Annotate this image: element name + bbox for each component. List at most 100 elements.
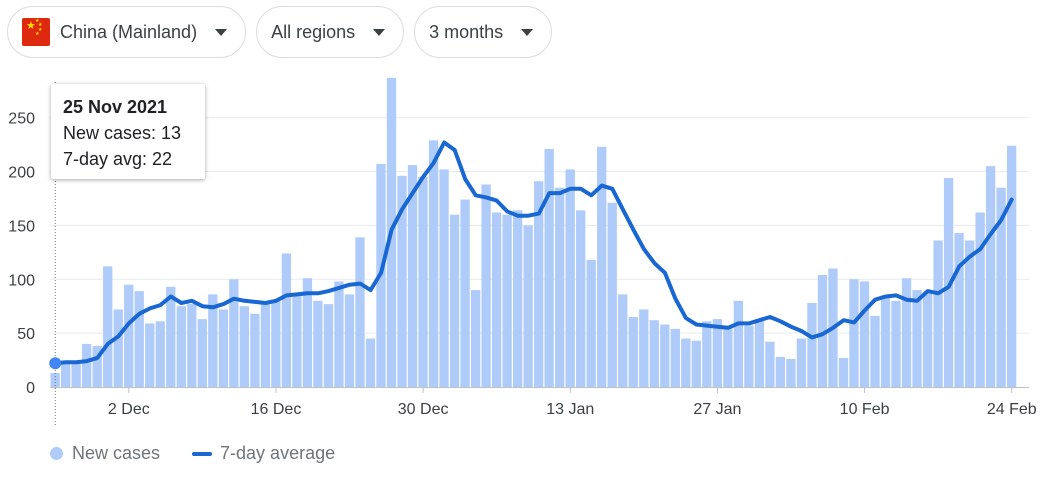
china-flag-icon: ★ ★ ★ ★ ★ (22, 18, 50, 46)
x-tick-label: 10 Feb (840, 401, 890, 418)
bar (218, 309, 228, 387)
bar (691, 340, 701, 387)
y-tick-label: 250 (8, 111, 35, 128)
bar (250, 313, 260, 387)
bar (82, 343, 92, 387)
bar (61, 363, 71, 387)
bar (733, 300, 744, 387)
bar (639, 309, 649, 387)
x-tick-label: 2 Dec (108, 401, 150, 418)
highlight-point (49, 357, 62, 370)
bar (355, 237, 365, 387)
y-tick-label: 100 (8, 272, 35, 289)
bar (996, 187, 1006, 387)
line-series (49, 140, 1014, 370)
region-dropdown-label: All regions (271, 21, 356, 42)
bar (512, 210, 523, 387)
chart-legend: New cases 7-day average (50, 443, 367, 464)
bar (985, 166, 996, 387)
x-axis: 2 Dec 16 Dec 30 Dec 13 Jan 27 Jan 10 Feb 24 Fe… (50, 82, 1037, 427)
chevron-down-icon (521, 28, 534, 36)
bar (1006, 145, 1017, 387)
x-tick-label: 30 Dec (398, 401, 449, 418)
bar (502, 214, 512, 387)
legend-line-icon (192, 451, 213, 456)
bar (954, 232, 964, 387)
bar (628, 316, 638, 387)
bar (765, 341, 775, 387)
chart-tooltip: 25 Nov 2021 New cases: 13 7-day avg: 22 (51, 84, 205, 179)
bar (166, 286, 176, 387)
bar (838, 357, 849, 387)
bar (670, 328, 680, 387)
avg-line (53, 140, 1014, 366)
bar (260, 301, 271, 387)
bar (880, 295, 891, 387)
bar (229, 279, 239, 387)
tooltip-new-cases: New cases: 13 (63, 123, 182, 143)
x-tick-label: 16 Dec (251, 401, 302, 418)
bar (176, 306, 186, 387)
bar (239, 306, 250, 387)
bar (302, 278, 313, 387)
legend-dot-icon (50, 447, 63, 460)
y-tick-label: 0 (26, 380, 35, 397)
bar (597, 146, 607, 387)
region-dropdown[interactable]: All regions (256, 6, 405, 58)
bar (292, 295, 302, 387)
bar (943, 178, 954, 387)
bar (786, 358, 796, 387)
bar (702, 321, 712, 387)
y-tick-label: 150 (8, 218, 35, 235)
period-dropdown[interactable]: 3 months (414, 6, 553, 58)
bar (607, 202, 617, 387)
bar (523, 225, 533, 387)
bar (565, 169, 575, 387)
y-tick-label: 50 (17, 326, 35, 343)
x-tick-label: 24 Feb (987, 401, 1037, 418)
bar (439, 169, 449, 387)
chevron-down-icon (215, 28, 228, 36)
bar (344, 294, 355, 387)
bar (796, 338, 807, 387)
legend-new-cases[interactable]: New cases (50, 443, 160, 464)
legend-avg-label: 7-day average (220, 443, 336, 463)
bar (92, 346, 102, 387)
bar (113, 309, 123, 387)
bar (660, 324, 670, 387)
bar (544, 148, 554, 387)
bar (481, 184, 491, 387)
x-tick-label: 27 Jan (693, 401, 741, 418)
bar (281, 253, 292, 387)
bar (681, 338, 691, 387)
legend-avg[interactable]: 7-day average (192, 443, 335, 464)
bar (975, 212, 985, 387)
bar (649, 320, 659, 387)
bar (334, 281, 344, 387)
bar (712, 319, 722, 387)
bar (103, 266, 113, 387)
bar (197, 319, 207, 387)
bar (723, 325, 733, 387)
bar (365, 338, 376, 387)
bar (933, 240, 943, 387)
bar (418, 176, 428, 387)
bar (134, 291, 144, 387)
bar (460, 199, 470, 387)
bar (775, 356, 786, 387)
tooltip-avg: 7-day avg: 22 (63, 149, 173, 169)
bar (534, 181, 544, 387)
bar (145, 323, 155, 387)
chevron-down-icon (373, 28, 386, 36)
bar (313, 300, 323, 387)
country-dropdown[interactable]: ★ ★ ★ ★ ★ China (Mainland) (7, 6, 247, 58)
legend-new-cases-label: New cases (72, 443, 161, 463)
bar (124, 284, 134, 387)
bar (618, 294, 628, 387)
bar (470, 290, 481, 387)
bar (428, 140, 439, 387)
bar (555, 187, 565, 387)
bar (744, 325, 754, 387)
bar (901, 278, 912, 387)
